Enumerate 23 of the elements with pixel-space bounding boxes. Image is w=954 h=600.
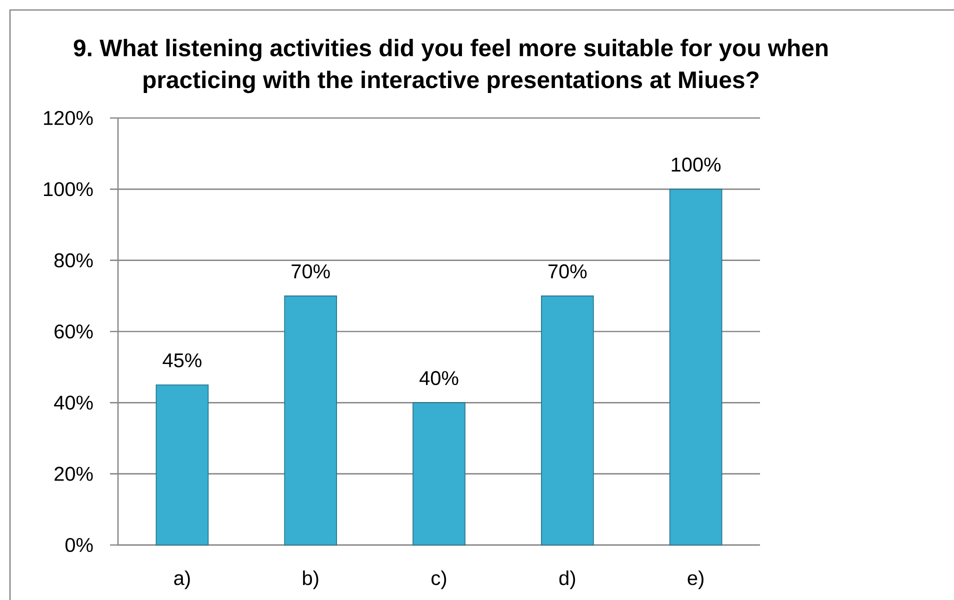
y-tick-label: 20% xyxy=(54,466,93,481)
data-label: 70% xyxy=(292,264,330,278)
bar xyxy=(156,384,209,546)
chart-title: 9. What listening activities did you feel more suitable for you when practicing with the interactive presentations at Miues? xyxy=(74,38,828,94)
y-tick-label: 40% xyxy=(54,396,93,410)
data-label: 100% xyxy=(672,158,721,172)
x-tick-label: c) xyxy=(432,570,446,590)
data-label: 70% xyxy=(548,264,587,278)
y-tick-label: 0% xyxy=(65,538,93,552)
y-tick-label: 60% xyxy=(54,324,93,339)
bar xyxy=(541,296,594,546)
y-tick-label: 80% xyxy=(54,253,93,268)
y-tick-label: 120% xyxy=(44,110,93,126)
y-tick-label: 100% xyxy=(44,182,93,196)
x-tick-label: d) xyxy=(559,570,576,590)
x-tick-label: e) xyxy=(688,570,704,590)
x-tick-label: b) xyxy=(303,570,318,590)
data-label: 40% xyxy=(420,371,458,386)
bar xyxy=(669,188,722,546)
data-label: 45% xyxy=(162,353,202,368)
bar xyxy=(284,296,337,546)
x-tick-label: a) xyxy=(174,570,190,590)
bar xyxy=(412,402,466,546)
